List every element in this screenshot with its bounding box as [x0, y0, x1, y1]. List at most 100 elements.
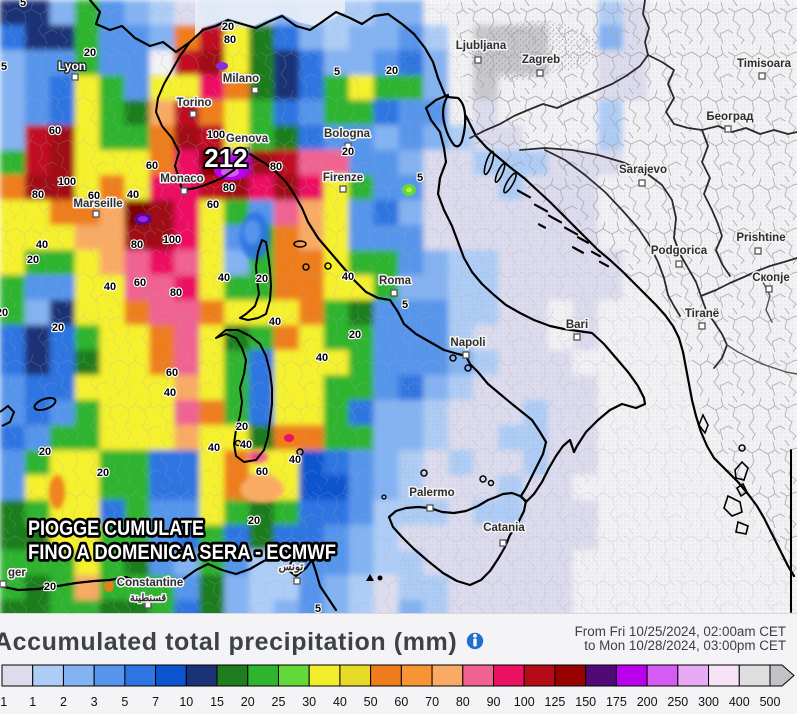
svg-text:80: 80	[456, 695, 470, 709]
svg-text:80: 80	[223, 182, 235, 194]
svg-text:20: 20	[97, 467, 109, 479]
svg-text:20: 20	[44, 581, 56, 593]
svg-text:175: 175	[606, 695, 627, 709]
svg-text:40: 40	[342, 271, 354, 283]
svg-text:150: 150	[575, 695, 596, 709]
svg-text:2: 2	[60, 695, 67, 709]
svg-text:200: 200	[637, 695, 658, 709]
svg-text:Milano: Milano	[223, 73, 259, 85]
svg-text:125: 125	[545, 695, 566, 709]
svg-text:40: 40	[104, 281, 116, 293]
svg-text:60: 60	[207, 199, 219, 211]
svg-text:40: 40	[208, 442, 220, 454]
svg-text:40: 40	[36, 239, 48, 251]
svg-text:20: 20	[241, 695, 255, 709]
svg-text:90: 90	[487, 695, 501, 709]
svg-text:300: 300	[698, 695, 719, 709]
svg-text:1: 1	[29, 695, 36, 709]
svg-text:5: 5	[417, 172, 423, 184]
svg-text:Београд: Београд	[706, 111, 754, 123]
svg-text:.1: .1	[0, 695, 7, 709]
svg-text:Timisoara: Timisoara	[737, 58, 792, 70]
svg-text:20: 20	[0, 307, 8, 319]
svg-text:Napoli: Napoli	[450, 337, 485, 349]
svg-text:30: 30	[302, 695, 316, 709]
svg-text:Ljubljana: Ljubljana	[456, 40, 507, 52]
svg-text:100: 100	[58, 176, 76, 188]
svg-text:Genova: Genova	[226, 133, 269, 145]
svg-text:80: 80	[170, 287, 182, 299]
svg-text:5: 5	[402, 299, 408, 311]
svg-text:Marseille: Marseille	[73, 198, 122, 210]
svg-text:40: 40	[269, 316, 281, 328]
svg-text:60: 60	[146, 160, 158, 172]
svg-text:20: 20	[248, 515, 260, 527]
svg-text:20: 20	[39, 446, 51, 458]
svg-text:40: 40	[164, 387, 176, 399]
svg-text:60: 60	[88, 190, 100, 202]
svg-text:Accumulated total precipitatio: Accumulated total precipitation (mm)	[0, 628, 457, 656]
svg-text:60: 60	[134, 277, 146, 289]
svg-text:212: 212	[204, 143, 247, 173]
svg-text:Bari: Bari	[566, 319, 588, 331]
svg-text:FINO A DOMENICA SERA - ECMWF: FINO A DOMENICA SERA - ECMWF	[28, 541, 336, 564]
svg-text:PIOGGE CUMULATE: PIOGGE CUMULATE	[28, 517, 204, 540]
svg-text:5: 5	[1, 61, 7, 73]
svg-text:500: 500	[760, 695, 781, 709]
svg-text:20: 20	[236, 421, 248, 433]
svg-text:5: 5	[121, 695, 128, 709]
svg-text:Zagreb: Zagreb	[522, 54, 560, 66]
svg-text:250: 250	[667, 695, 688, 709]
svg-text:Скопје: Скопје	[752, 272, 789, 284]
svg-text:100: 100	[514, 695, 535, 709]
svg-text:Palermo: Palermo	[409, 487, 454, 499]
svg-text:Catania: Catania	[483, 522, 525, 534]
svg-text:20: 20	[52, 322, 64, 334]
svg-text:15: 15	[210, 695, 224, 709]
svg-text:ger: ger	[8, 567, 26, 579]
svg-text:تونس: تونس	[279, 561, 304, 573]
svg-text:100: 100	[163, 234, 181, 246]
svg-text:قسنطينة: قسنطينة	[130, 593, 167, 604]
svg-text:Torino: Torino	[177, 97, 212, 109]
svg-text:60: 60	[49, 125, 61, 137]
svg-text:50: 50	[364, 695, 378, 709]
svg-text:40: 40	[127, 189, 139, 201]
svg-text:80: 80	[32, 189, 44, 201]
svg-text:Prishtine: Prishtine	[736, 232, 785, 244]
svg-text:Firenze: Firenze	[323, 172, 363, 184]
svg-text:3: 3	[91, 695, 98, 709]
svg-text:20: 20	[256, 273, 268, 285]
svg-text:40: 40	[240, 439, 252, 451]
svg-text:80: 80	[270, 161, 282, 173]
svg-text:20: 20	[386, 65, 398, 77]
svg-text:5: 5	[334, 66, 340, 78]
svg-text:to Mon 10/28/2024, 03:00pm CET: to Mon 10/28/2024, 03:00pm CET	[584, 638, 786, 653]
svg-text:Constantine: Constantine	[117, 577, 183, 589]
svg-text:400: 400	[729, 695, 750, 709]
svg-text:Lyon: Lyon	[58, 59, 86, 73]
svg-text:80: 80	[131, 239, 143, 251]
svg-text:Sarajevo: Sarajevo	[619, 164, 667, 176]
svg-text:80: 80	[224, 34, 236, 46]
svg-text:100: 100	[207, 129, 225, 141]
svg-text:25: 25	[272, 695, 286, 709]
svg-text:20: 20	[27, 254, 39, 266]
svg-text:40: 40	[333, 695, 347, 709]
svg-text:40: 40	[316, 352, 328, 364]
svg-text:5: 5	[20, 0, 26, 9]
svg-text:60: 60	[256, 466, 268, 478]
svg-text:40: 40	[289, 454, 301, 466]
svg-text:60: 60	[166, 367, 178, 379]
svg-text:10: 10	[179, 695, 193, 709]
svg-text:Bologna: Bologna	[324, 128, 371, 140]
svg-text:From Fri 10/25/2024, 02:00am C: From Fri 10/25/2024, 02:00am CET	[575, 624, 786, 639]
svg-text:60: 60	[394, 695, 408, 709]
svg-text:Roma: Roma	[379, 275, 412, 287]
svg-text:5: 5	[315, 603, 321, 615]
svg-text:70: 70	[425, 695, 439, 709]
svg-text:Podgorica: Podgorica	[651, 245, 708, 257]
svg-text:20: 20	[222, 21, 234, 33]
svg-text:Tiranë: Tiranë	[685, 308, 719, 320]
svg-text:20: 20	[349, 329, 361, 341]
